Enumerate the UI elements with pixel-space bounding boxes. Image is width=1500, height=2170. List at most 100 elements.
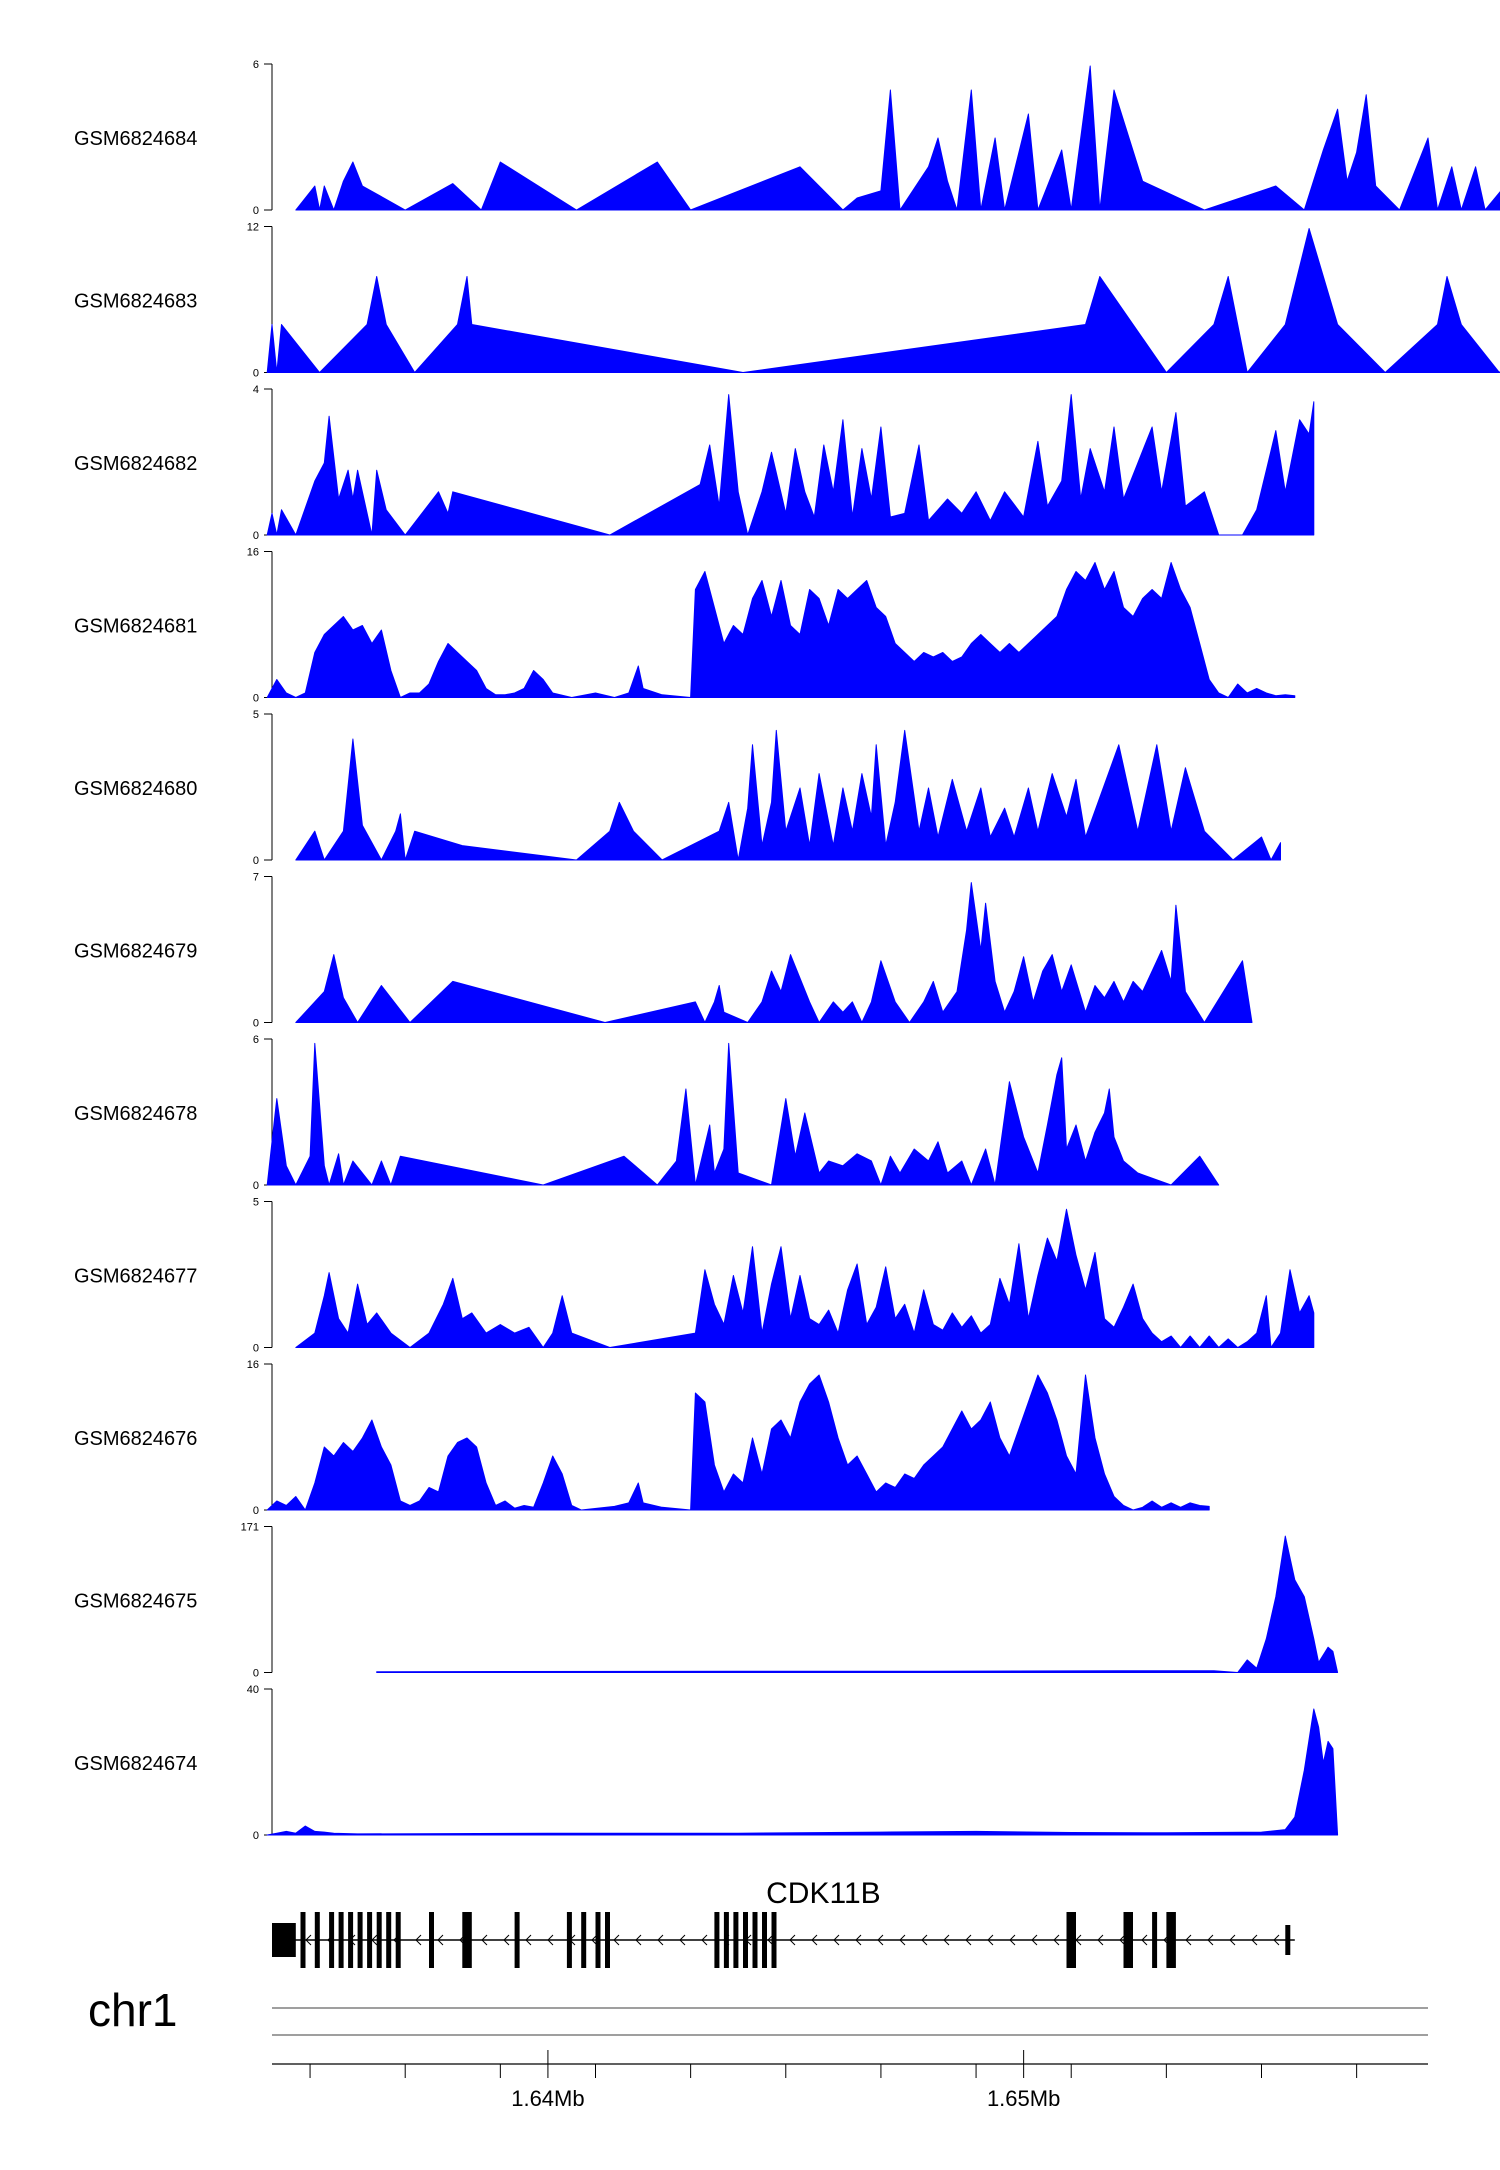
track-GSM6824680: GSM6824680 5 0 bbox=[74, 709, 1281, 867]
exon bbox=[514, 1912, 520, 1968]
chevron bbox=[635, 1934, 642, 1946]
track-GSM6824678: GSM6824678 6 0 bbox=[74, 1034, 1220, 1192]
y-tick-zero-label: 0 bbox=[253, 368, 259, 380]
track-name: GSM6824681 bbox=[74, 616, 197, 638]
y-tick-zero-label: 0 bbox=[253, 693, 259, 705]
track-GSM6824683: GSM6824683 12 0 bbox=[74, 222, 1500, 380]
chevron bbox=[1031, 1934, 1038, 1946]
track-GSM6824675: GSM6824675 171 0 bbox=[74, 1522, 1339, 1680]
exon bbox=[771, 1912, 777, 1968]
chevron bbox=[1097, 1934, 1104, 1946]
chevron bbox=[855, 1934, 862, 1946]
chevron bbox=[833, 1934, 840, 1946]
exon bbox=[1152, 1912, 1158, 1968]
x-tick-label: 1.65Mb bbox=[987, 2086, 1060, 2111]
track-name: GSM6824676 bbox=[74, 1428, 197, 1450]
exon bbox=[395, 1912, 401, 1968]
y-tick-max-label: 5 bbox=[253, 709, 259, 721]
track-name: GSM6824684 bbox=[74, 128, 197, 150]
y-tick-max-label: 4 bbox=[253, 384, 259, 396]
track-GSM6824684: GSM6824684 6 0 bbox=[74, 59, 1500, 217]
y-tick-zero-label: 0 bbox=[253, 1180, 259, 1192]
chevron bbox=[1141, 1934, 1148, 1946]
track-GSM6824682: GSM6824682 4 0 bbox=[74, 384, 1315, 542]
exon bbox=[595, 1912, 601, 1968]
exon bbox=[762, 1912, 767, 1968]
exon bbox=[300, 1912, 306, 1968]
exon bbox=[386, 1912, 392, 1968]
chevron bbox=[481, 1934, 488, 1946]
chevron bbox=[987, 1934, 994, 1946]
exon bbox=[338, 1912, 344, 1968]
track-GSM6824676: GSM6824676 16 0 bbox=[74, 1359, 1210, 1517]
coverage-area bbox=[295, 65, 1500, 211]
y-tick-zero-label: 0 bbox=[253, 855, 259, 867]
exon bbox=[314, 1912, 320, 1968]
genome-axis: 1.64Mb 1.65Mb bbox=[272, 2050, 1428, 2111]
chevron bbox=[679, 1934, 686, 1946]
y-tick-max-label: 12 bbox=[247, 222, 259, 234]
chevron bbox=[415, 1934, 422, 1946]
y-tick-zero-label: 0 bbox=[253, 205, 259, 217]
y-tick-zero-label: 0 bbox=[253, 1343, 259, 1355]
exon bbox=[367, 1912, 373, 1968]
chevron bbox=[503, 1934, 510, 1946]
exon bbox=[429, 1912, 434, 1968]
y-tick-max-label: 5 bbox=[253, 1197, 259, 1209]
y-tick-zero-label: 0 bbox=[253, 1018, 259, 1030]
chevron bbox=[1273, 1934, 1280, 1946]
chevron bbox=[1185, 1934, 1192, 1946]
coverage-area bbox=[266, 394, 1315, 536]
track-name: GSM6824683 bbox=[74, 291, 197, 313]
coverage-area bbox=[266, 1042, 1220, 1186]
chevron bbox=[789, 1934, 796, 1946]
chevron bbox=[1207, 1934, 1214, 1946]
chevron bbox=[921, 1934, 928, 1946]
track-GSM6824681: GSM6824681 16 0 bbox=[74, 547, 1296, 705]
track-GSM6824679: GSM6824679 7 0 bbox=[74, 872, 1253, 1030]
coverage-tracks: GSM682468460GSM6824683120GSM682468240GSM… bbox=[74, 59, 1500, 1842]
coverage-area bbox=[266, 1374, 1210, 1511]
exon bbox=[1123, 1912, 1133, 1968]
y-tick-zero-label: 0 bbox=[253, 530, 259, 542]
chevron bbox=[1251, 1934, 1258, 1946]
chevron bbox=[547, 1934, 554, 1946]
chevron bbox=[591, 1934, 598, 1946]
chevron bbox=[701, 1934, 708, 1946]
y-tick-max-label: 171 bbox=[241, 1522, 259, 1534]
coverage-area bbox=[295, 882, 1253, 1023]
y-tick-max-label: 7 bbox=[253, 872, 259, 884]
y-tick-max-label: 16 bbox=[247, 547, 259, 559]
coverage-area bbox=[266, 1708, 1339, 1836]
track-name: GSM6824674 bbox=[74, 1753, 197, 1775]
exon bbox=[714, 1912, 720, 1968]
exon bbox=[581, 1912, 587, 1968]
chromosome-label: chr1 bbox=[88, 1984, 177, 2036]
chevron bbox=[1053, 1934, 1060, 1946]
chevron bbox=[305, 1934, 312, 1946]
exon bbox=[752, 1912, 758, 1968]
exon bbox=[376, 1912, 382, 1968]
exon bbox=[357, 1912, 363, 1968]
exon bbox=[566, 1912, 572, 1968]
coverage-area bbox=[376, 1535, 1339, 1673]
track-name: GSM6824677 bbox=[74, 1266, 197, 1288]
exon bbox=[733, 1912, 739, 1968]
exon bbox=[462, 1912, 472, 1968]
coverage-area bbox=[266, 562, 1296, 698]
track-name: GSM6824679 bbox=[74, 941, 197, 963]
track-name: GSM6824680 bbox=[74, 778, 197, 800]
chevron bbox=[1229, 1934, 1236, 1946]
exon bbox=[272, 1923, 296, 1957]
chevron bbox=[525, 1934, 532, 1946]
y-tick-max-label: 40 bbox=[247, 1684, 259, 1696]
exon bbox=[723, 1912, 729, 1968]
chevron bbox=[767, 1934, 774, 1946]
chevron bbox=[613, 1934, 620, 1946]
y-tick-max-label: 6 bbox=[253, 59, 259, 71]
chevron bbox=[657, 1934, 664, 1946]
exon bbox=[348, 1912, 354, 1968]
exon bbox=[1166, 1912, 1176, 1968]
track-GSM6824677: GSM6824677 5 0 bbox=[74, 1197, 1315, 1355]
gene-label: CDK11B bbox=[766, 1877, 881, 1910]
